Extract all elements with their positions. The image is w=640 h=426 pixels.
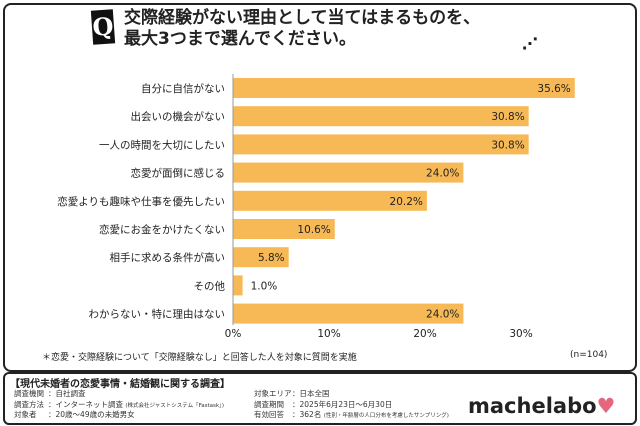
bar <box>233 78 575 98</box>
x-tick-label: 10% <box>317 328 340 340</box>
survey-info-box <box>3 372 637 425</box>
category-label: 出会いの機会がない <box>131 110 226 123</box>
sparkle-icon: ⋰ <box>522 34 538 53</box>
x-tick-label: 20% <box>413 328 436 340</box>
footnote: ＊恋愛・交際経験について「交際経験なし」と回答した人を対象に質問を実施 <box>42 353 357 363</box>
sample-size: (n=104) <box>570 350 608 360</box>
info-value-note: (株式会社ジャストシステム「Fastask」) <box>125 402 224 409</box>
value-label: 5.8% <box>258 252 285 264</box>
value-label: 24.0% <box>426 309 459 321</box>
info-value: ：362名 (性別・年齢層の人口分布を考慮したサンプリング) <box>292 410 449 421</box>
survey-title: 【現代未婚者の恋愛事情・結婚観に関する調査】 <box>10 379 230 390</box>
info-value: ：日本全国 <box>292 389 330 400</box>
value-label: 35.6% <box>537 83 570 95</box>
bar <box>233 162 464 183</box>
info-value-text: ：20歳〜49歳の未婚男女 <box>48 410 135 419</box>
bar <box>233 219 335 239</box>
category-label: 相手に求める条件が高い <box>110 251 226 264</box>
bar <box>233 303 464 324</box>
info-value: ：インターネット調査 (株式会社ジャストシステム「Fastask」) <box>48 400 224 411</box>
value-label: 30.8% <box>491 139 524 151</box>
machelabo-logo: machelabo♥ <box>468 394 615 418</box>
category-label: 恋愛よりも趣味や仕事を優先したい <box>57 195 225 208</box>
value-label: 20.2% <box>390 196 423 208</box>
value-label: 24.0% <box>426 168 459 180</box>
info-value-text: ：日本全国 <box>292 389 330 398</box>
bar <box>233 106 529 127</box>
info-value-note: (性別・年齢層の人口分布を考慮したサンプリング) <box>323 413 449 419</box>
bar <box>233 247 289 268</box>
category-label: その他 <box>194 279 226 292</box>
category-label: 恋愛にお金をかけたくない <box>99 223 225 236</box>
info-key: 調査機関 <box>14 389 44 398</box>
value-label: 30.8% <box>491 111 524 123</box>
logo-text: machelabo <box>468 394 597 418</box>
info-key: 調査方法 <box>14 399 44 409</box>
info-value-text: ：自社調査 <box>48 389 86 398</box>
bar <box>233 190 427 211</box>
info-key: 調査期間 <box>254 399 284 409</box>
info-value-text: ：362名 <box>292 410 322 419</box>
category-label: 自分に自信がない <box>141 82 225 95</box>
category-label: わからない・特に理由はない <box>89 308 226 321</box>
title-line-2: 最大3つまで選んでください。 <box>124 29 356 49</box>
chart-frame <box>3 3 637 372</box>
info-key: 対象者 <box>14 410 37 419</box>
category-label: 一人の時間を大切にしたい <box>99 138 225 151</box>
value-label: 1.0% <box>251 280 278 292</box>
title-line-1: 交際経験がない理由として当てはまるものを、 <box>124 8 481 28</box>
heart-icon: ♥ <box>596 394 616 418</box>
bar <box>233 275 243 296</box>
info-key: 対象エリア <box>254 389 292 398</box>
info-value: ：20歳〜49歳の未婚男女 <box>48 410 135 421</box>
chart-title: 交際経験がない理由として当てはまるものを、 最大3つまで選んでください。 <box>124 8 480 50</box>
x-tick-label: 0% <box>225 328 242 340</box>
bar <box>233 134 529 155</box>
info-value-text: ：2025年6月23日〜6月30日 <box>292 399 393 409</box>
value-label: 10.6% <box>297 224 330 236</box>
info-value-text: ：インターネット調査 <box>48 399 123 409</box>
info-value: ：2025年6月23日〜6月30日 <box>292 400 392 411</box>
info-value: ：自社調査 <box>48 389 86 400</box>
bar-chart: 自分に自信がない 35.6% 出会いの機会がない 30.8% 一人の時間を大切にしたい 3… <box>57 74 575 340</box>
x-tick-label: 30% <box>509 328 532 340</box>
category-label: 恋愛が面倒に感じる <box>131 167 226 180</box>
info-key: 有効回答 <box>254 410 284 419</box>
